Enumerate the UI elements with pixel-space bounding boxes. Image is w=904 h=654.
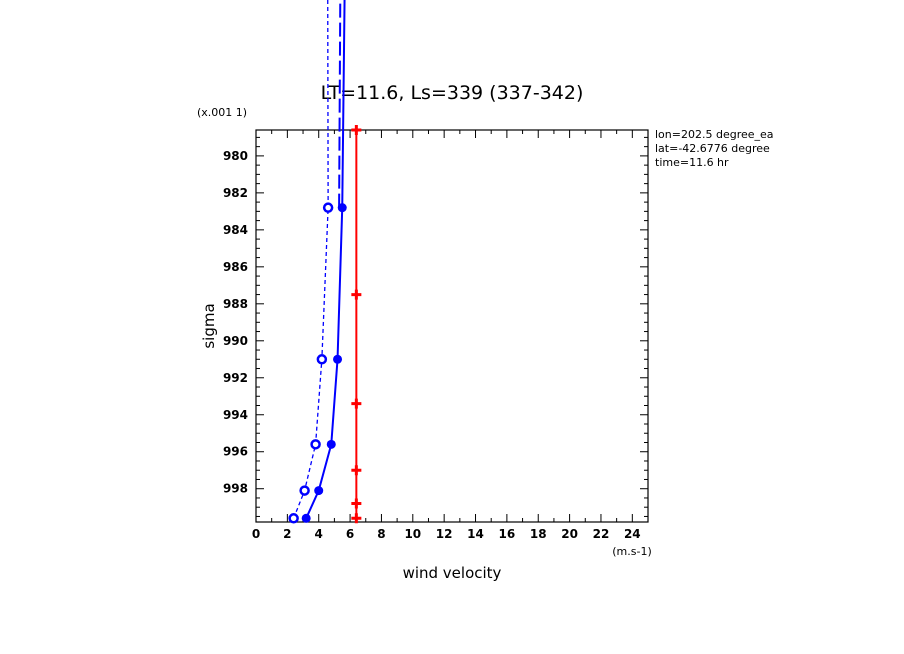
y-tick-label: 988 [223, 297, 248, 311]
data-point [351, 125, 362, 135]
data-point [310, 439, 321, 450]
data-point [333, 354, 343, 364]
x-tick-label: 10 [404, 527, 421, 541]
data-point [326, 439, 336, 449]
y-tick-label: 986 [223, 260, 248, 274]
y-tick-label: 984 [223, 223, 248, 237]
data-point [351, 513, 362, 524]
x-tick-label: 20 [561, 527, 578, 541]
x-axis-label: wind velocity [403, 564, 502, 582]
series-line-1 [293, 0, 329, 519]
series-layer [288, 0, 362, 524]
y-tick-label: 992 [223, 371, 248, 385]
data-point [351, 465, 362, 476]
x-tick-label: 14 [467, 527, 484, 541]
series-line-0 [305, 0, 346, 519]
y-tick-label: 982 [223, 186, 248, 200]
x-tick-label: 2 [283, 527, 291, 541]
annotation-lat: lat=-42.6776 degree [655, 142, 770, 155]
data-point [351, 498, 362, 509]
data-point [299, 485, 310, 496]
data-point [351, 398, 362, 409]
chart-title: LT=11.6, Ls=339 (337-342) [321, 82, 584, 104]
y-axis-ticks: 980 982 984 986 988 990 992 994 996 998 [223, 136, 648, 517]
data-point [314, 486, 324, 496]
x-tick-label: 24 [624, 527, 641, 541]
x-tick-label: 12 [436, 527, 453, 541]
y-scale-note: (x.001 1) [197, 106, 247, 119]
y-axis-label: sigma [200, 303, 218, 348]
annotation-block: lon=202.5 degree_ea lat=-42.6776 degree … [655, 128, 774, 169]
x-tick-label: 18 [530, 527, 547, 541]
annotation-lon: lon=202.5 degree_ea [655, 128, 774, 141]
x-unit-label: (m.s-1) [612, 545, 652, 558]
x-tick-label: 6 [346, 527, 354, 541]
y-tick-label: 980 [223, 149, 248, 163]
annotation-time: time=11.6 hr [655, 156, 729, 169]
data-point [351, 289, 362, 300]
y-tick-label: 994 [223, 408, 248, 422]
data-point [301, 513, 311, 523]
data-point [322, 202, 334, 213]
x-tick-label: 16 [499, 527, 516, 541]
series-line-2 [338, 0, 342, 208]
x-tick-label: 22 [593, 527, 610, 541]
data-point [316, 354, 328, 365]
y-tick-label: 998 [223, 482, 248, 496]
x-axis-ticks: 0 2 4 6 8 10 12 14 16 18 20 22 24 [252, 130, 649, 541]
x-tick-label: 0 [252, 527, 260, 541]
plot-frame [255, 129, 649, 523]
data-point [288, 513, 299, 524]
x-tick-label: 4 [315, 527, 323, 541]
x-tick-label: 8 [377, 527, 385, 541]
y-tick-label: 996 [223, 445, 248, 459]
y-tick-label: 990 [223, 334, 248, 348]
